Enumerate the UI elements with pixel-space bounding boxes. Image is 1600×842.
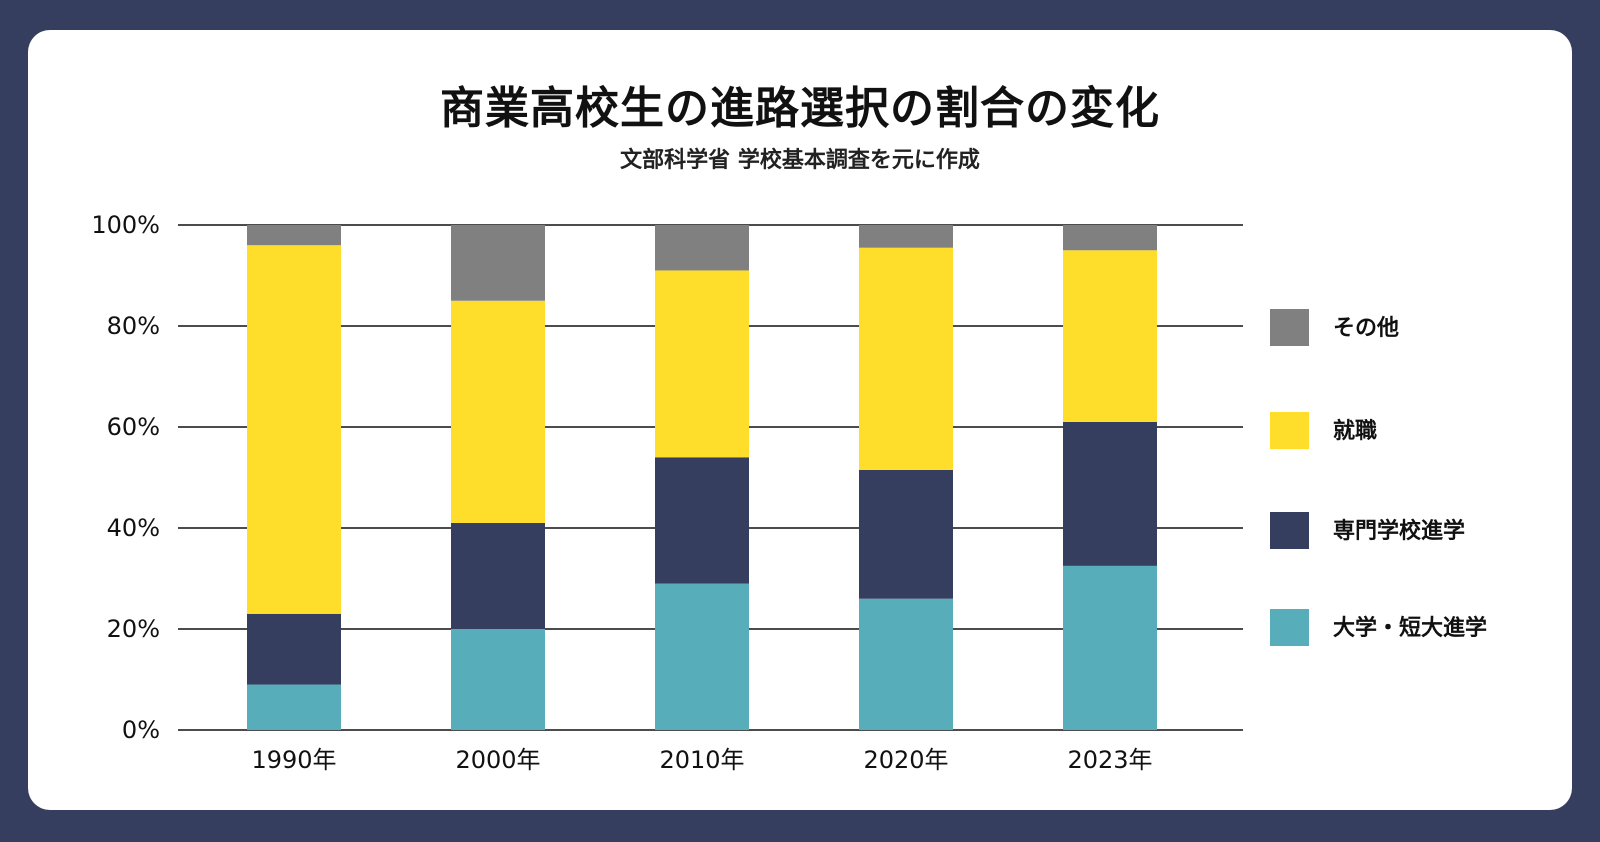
- legend-label: 就職: [1333, 418, 1377, 444]
- y-tick-label: 0%: [122, 716, 160, 744]
- legend-swatch-0: [1270, 309, 1309, 346]
- legend-swatch-2: [1270, 512, 1309, 549]
- x-tick-label: 2010年: [659, 746, 744, 774]
- bar-segment-2-3: [859, 247, 953, 470]
- bar-segment-3-3: [859, 225, 953, 248]
- y-tick-label: 100%: [91, 211, 160, 239]
- y-tick-label: 60%: [107, 413, 160, 441]
- chart-title: 商業高校生の進路選択の割合の変化: [440, 83, 1160, 134]
- x-tick-label: 1990年: [251, 746, 336, 774]
- y-tick-label: 40%: [107, 514, 160, 542]
- legend-label: 専門学校進学: [1333, 518, 1465, 544]
- legend-label: 大学・短大進学: [1333, 615, 1487, 641]
- bar-segment-0-3: [859, 598, 953, 730]
- bar-segment-2-4: [1063, 250, 1157, 422]
- legend-swatch-3: [1270, 609, 1309, 646]
- bar-segment-1-1: [451, 522, 545, 629]
- bar-segment-1-4: [1063, 421, 1157, 566]
- bar-segment-1-2: [655, 457, 749, 584]
- bar-segment-0-0: [247, 684, 341, 730]
- bar-segment-3-2: [655, 225, 749, 271]
- bar-segment-3-0: [247, 225, 341, 246]
- bar-segment-2-2: [655, 270, 749, 458]
- bar-segment-0-2: [655, 583, 749, 730]
- bar-segment-2-1: [451, 300, 545, 523]
- bar-segment-0-4: [1063, 565, 1157, 730]
- x-tick-label: 2023年: [1067, 746, 1152, 774]
- x-tick-label: 2000年: [455, 746, 540, 774]
- legend-swatch-1: [1270, 412, 1309, 449]
- x-tick-label: 2020年: [863, 746, 948, 774]
- bar-segment-1-0: [247, 613, 341, 685]
- bar-segment-3-4: [1063, 225, 1157, 251]
- y-tick-label: 20%: [107, 615, 160, 643]
- bar-segment-3-1: [451, 225, 545, 301]
- chart-subtitle: 文部科学省 学校基本調査を元に作成: [620, 148, 980, 173]
- y-tick-label: 80%: [107, 312, 160, 340]
- bar-segment-1-3: [859, 469, 953, 599]
- bar-segment-0-1: [451, 629, 545, 730]
- bar-segment-2-0: [247, 245, 341, 614]
- legend-label: その他: [1333, 316, 1399, 341]
